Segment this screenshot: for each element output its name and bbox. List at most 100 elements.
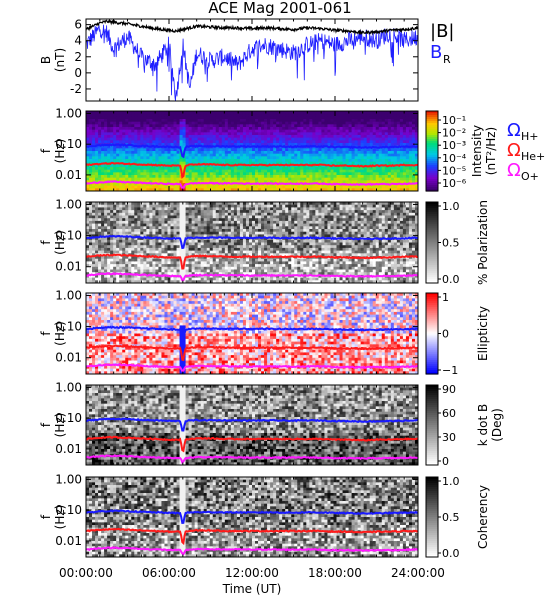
colorbar-label: Coherency [476, 485, 490, 549]
colorbar-tick-label: 1.0 [442, 475, 460, 488]
colorbar-tick-label: 10⁻² [442, 127, 466, 140]
gyro-line-h-plus [86, 143, 418, 159]
colorbar-tick-label: 0.5 [442, 511, 460, 524]
colorbar: 1.0 0.5 0.0 Coherency [425, 475, 490, 560]
y-tick-label: 0 [74, 66, 82, 80]
y-axis-label: f [39, 148, 53, 153]
gyro-line-he-plus [86, 435, 418, 453]
colorbar-tick-label: 10⁻⁶ [442, 177, 467, 190]
colorbar-tick-label: 30 [442, 431, 456, 444]
colorbar-label: Intensity [470, 125, 484, 177]
colorbar-tick-label: 0.0 [442, 547, 460, 560]
y-axis-label: f [39, 514, 53, 519]
polarization-panel: 1.00 0.10 0.01 f (Hz) 1.0 0.5 0.0 % Polarization [39, 197, 490, 286]
colorbar-tick-label: 90 [442, 383, 456, 396]
colorbar-label: k dot B [476, 404, 490, 446]
heatmap-cells [86, 111, 418, 191]
gyro-line-he-plus [86, 344, 418, 362]
y-tick-label: 1.00 [55, 288, 82, 302]
y-tick-label: 0.01 [55, 351, 82, 365]
y-axis-unit: (Hz) [53, 230, 67, 255]
colorbar-tick-label: 0 [442, 455, 449, 468]
gyro-line-h-plus [86, 509, 418, 524]
coherency-panel: 1.00 0.10 0.01 f (Hz) 1.0 0.5 0.0 Coherency [39, 472, 490, 560]
x-tick-label: 24:00:00 [391, 566, 445, 580]
colorbar: 1.0 0.5 0.0 % Polarization [425, 200, 490, 286]
y-tick-label: 0.10 [55, 503, 82, 517]
y-axis-label: f [39, 240, 53, 245]
colorbar-tick-label: −1 [442, 364, 458, 377]
y-axis-unit: (Hz) [53, 505, 67, 530]
colorbar-label: Ellipticity [476, 306, 490, 361]
colorbar-label: % Polarization [476, 200, 490, 285]
y-tick-label: 0.10 [55, 137, 82, 151]
field-panel: -2 0 2 4 6 B (nT) [39, 18, 419, 102]
gyro-line-o-plus [86, 180, 418, 190]
y-tick-label: 0.01 [55, 260, 82, 274]
y-tick-label: 1.00 [55, 197, 82, 211]
y-tick-label: 1.00 [55, 472, 82, 486]
colorbar-unit: (Deg) [490, 408, 504, 442]
colorbar-tick-label: 1 [442, 291, 449, 304]
y-axis-unit: (Hz) [53, 413, 67, 438]
heatmap-cells [86, 477, 418, 557]
intensity-panel: 1.00 0.10 0.01 f (Hz) 10⁻¹10⁻²10⁻³10⁻⁴10⁻⁵10⁻… [39, 106, 498, 192]
y-axis-unit: (Hz) [53, 321, 67, 346]
y-axis-label: f [39, 422, 53, 427]
legend-gyro-subscript: H+ [521, 130, 539, 143]
y-tick-label: -2 [70, 82, 82, 96]
colorbar-tick-label: 0 [442, 328, 449, 341]
legend-gyro-symbol: Ω [507, 120, 521, 141]
heatmap-cells [86, 293, 418, 374]
legend-gyro-subscript: He+ [521, 150, 545, 163]
x-axis: 00:00:00 06:00:00 12:00:00 18:00:00 24:00:00… [59, 566, 445, 596]
kdotb-panel: 1.00 0.10 0.01 f (Hz) 90 60 30 0 k dot B (Deg) [39, 380, 504, 468]
colorbar-tick-label: 1.0 [442, 200, 460, 213]
heatmap-cells [86, 202, 418, 283]
y-axis-unit: (Hz) [53, 139, 67, 164]
gyro-line-o-plus [86, 363, 418, 373]
x-tick-label: 12:00:00 [225, 566, 279, 580]
colorbar-tick-label: 0.0 [442, 273, 460, 286]
gyro-line-h-plus [86, 325, 418, 341]
gyro-line-o-plus [86, 454, 418, 465]
gyro-line-he-plus [86, 161, 418, 179]
series-line-b-total [86, 19, 418, 36]
legend-b-total: |B| [430, 21, 454, 42]
x-tick-label: 18:00:00 [308, 566, 362, 580]
page-title: ACE Mag 2001-061 [208, 0, 352, 17]
gyro-line-o-plus [86, 546, 418, 556]
x-axis-label: Time (UT) [222, 582, 282, 596]
colorbar: 90 60 30 0 k dot B (Deg) [425, 383, 504, 468]
colorbar-tick-label: 0.5 [442, 237, 460, 250]
y-tick-label: 4 [74, 34, 82, 48]
y-tick-label: 6 [74, 18, 82, 32]
y-tick-label: 0.01 [55, 442, 82, 456]
y-tick-label: 0.01 [55, 534, 82, 548]
legend-b-r: B [430, 42, 442, 63]
y-axis-label: B [39, 56, 53, 64]
x-tick-label: 06:00:00 [142, 566, 196, 580]
legend-gyro-symbol: Ω [507, 160, 521, 181]
y-tick-label: 0.10 [55, 411, 82, 425]
y-tick-label: 0.10 [55, 229, 82, 243]
series-line-br [86, 24, 418, 101]
colorbar-tick-label: 10⁻⁵ [442, 164, 466, 177]
legend-b-r-subscript: R [443, 53, 451, 66]
ellipticity-panel: 1.00 0.10 0.01 f (Hz) 1 0 −1 Ellipticity [39, 288, 490, 377]
x-tick-label: 00:00:00 [59, 566, 113, 580]
heatmap-cells [86, 385, 418, 465]
colorbar-tick-label: 60 [442, 407, 456, 420]
y-tick-label: 1.00 [55, 380, 82, 394]
gyro-line-o-plus [86, 271, 418, 282]
colorbar-tick-label: 10⁻¹ [442, 114, 466, 127]
y-axis-unit: (nT) [53, 48, 67, 72]
gyro-line-he-plus [86, 253, 418, 270]
gyro-line-he-plus [86, 527, 418, 546]
y-tick-label: 0.10 [55, 320, 82, 334]
colorbar: 1 0 −1 Ellipticity [425, 291, 490, 377]
legends-layer: |B|B RΩ H+Ω He+Ω O+ [430, 21, 545, 183]
